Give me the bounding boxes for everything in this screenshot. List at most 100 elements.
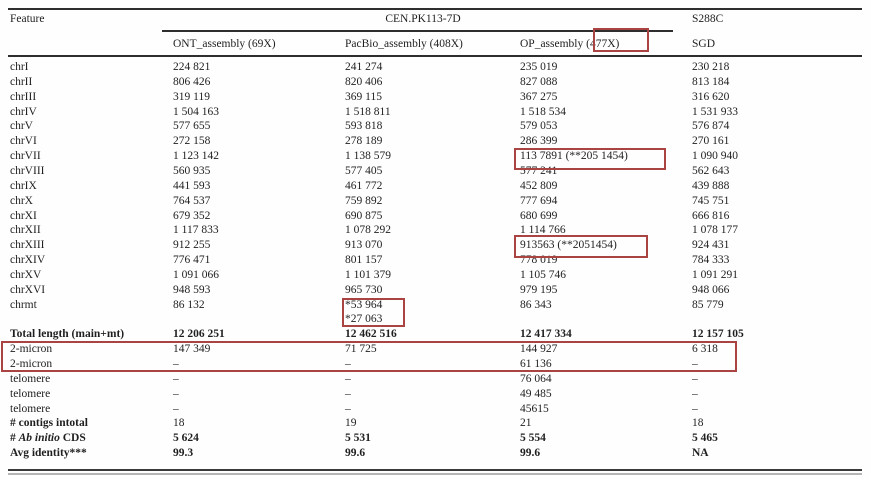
column-header-sgd: SGD (692, 38, 716, 50)
cell: 12 417 334 (520, 328, 572, 341)
row-label: chrVI (10, 135, 37, 148)
row-label: chrIV (10, 105, 37, 118)
cell: 113 7891 (**205 1454) (520, 150, 628, 163)
cell: 147 349 (173, 343, 211, 356)
cell: 86 343 (520, 298, 552, 311)
row-label: chrXII (10, 224, 41, 237)
cell: 61 136 (520, 358, 552, 370)
table-row: Total length (main+mt) 12 206 251 12 462 5… (0, 327, 871, 342)
cell: 777 694 (520, 194, 558, 207)
table-row: chrIV 1 504 163 1 518 811 1 518 534 1 531 93… (0, 105, 871, 120)
cell: 99.6 (520, 447, 541, 460)
cell: 86 132 (173, 298, 205, 311)
annotation-box-chrmt-pacbio (342, 298, 405, 327)
cell: 18 (173, 417, 185, 430)
cell: 12 462 516 (345, 328, 397, 341)
table-row: chrIII 319 119 369 115 367 275 316 620 (0, 90, 871, 105)
header-rule (8, 55, 862, 57)
cell: *53 964 (345, 298, 383, 311)
cell: 235 019 (520, 61, 558, 73)
table-row: chrXII 1 117 833 1 078 292 1 114 766 1 078 1… (0, 223, 871, 238)
cell: 820 406 (345, 75, 383, 88)
cell: 85 779 (692, 298, 724, 311)
row-label: chrI (10, 61, 29, 73)
cell: 230 218 (692, 61, 730, 73)
cell: – (345, 372, 351, 385)
annotation-box-chrvii-op (514, 148, 666, 170)
cell: 5 531 (345, 432, 371, 445)
cell: – (345, 402, 351, 415)
cell: 19 (345, 417, 357, 430)
cell: *27 063 (345, 313, 383, 326)
cell: 948 593 (173, 283, 211, 296)
cell: 1 123 142 (173, 150, 219, 163)
top-rule (8, 8, 862, 10)
cell: NA (692, 447, 709, 460)
cell: 579 053 (520, 120, 558, 133)
table-row: chrXI 679 352 690 875 680 699 666 816 (0, 209, 871, 224)
table-row: telomere – – 45615 – (0, 402, 871, 417)
cell: 764 537 (173, 194, 211, 207)
row-label: telomere (10, 402, 51, 415)
cell: 759 892 (345, 194, 383, 207)
row-label: chrXVI (10, 283, 46, 296)
cell: 560 935 (173, 164, 211, 177)
cell: 369 115 (345, 90, 382, 103)
cell: 1 090 940 (692, 150, 738, 163)
cell: 461 772 (345, 179, 383, 192)
cell: 577 655 (173, 120, 211, 133)
cell: 6 318 (692, 343, 718, 356)
row-label: chrVII (10, 150, 41, 163)
cell: 577 405 (345, 164, 383, 177)
cell: 912 255 (173, 239, 211, 252)
bottom-rule-shadow (8, 472, 862, 475)
bottom-rule (8, 469, 862, 471)
column-header-ont-assembly: ONT_assembly (69X) (173, 38, 276, 50)
table-row: 2-micron – – 61 136 – (0, 357, 871, 372)
cell: 562 643 (692, 164, 730, 177)
cell: – (173, 372, 179, 385)
cell: 827 088 (520, 75, 558, 88)
cell: 5 554 (520, 432, 546, 445)
row-label: Avg identity*** (10, 447, 87, 460)
cell: 71 725 (345, 343, 377, 356)
row-label: chrXIV (10, 254, 46, 267)
table-row: chrXIV 776 471 801 157 778 019 784 333 (0, 253, 871, 268)
cell: 1 101 379 (345, 268, 391, 281)
row-label: # contigs intotal (10, 417, 88, 430)
group-header-s288c: S288C (692, 13, 724, 25)
cell: 1 114 766 (520, 224, 566, 237)
cell: 1 091 291 (692, 268, 738, 281)
cell: 1 504 163 (173, 105, 219, 118)
row-label: # Ab initio CDS (10, 432, 86, 445)
row-label: chrIII (10, 90, 37, 103)
cell: 965 730 (345, 283, 383, 296)
table-body: chrI 224 821 241 274 235 019 230 218 chrII 806… (0, 60, 871, 462)
cell: 1 078 177 (692, 224, 738, 237)
table-row: chrVIII 560 935 577 405 577 241 562 643 (0, 164, 871, 179)
cell: 576 874 (692, 120, 730, 133)
table-row: # contigs intotal 18 19 21 18 (0, 416, 871, 431)
table-row: chrIX 441 593 461 772 452 809 439 888 (0, 179, 871, 194)
cell: 76 064 (520, 372, 552, 385)
cell: – (692, 402, 698, 415)
cell: 278 189 (345, 135, 383, 148)
row-label: chrVIII (10, 164, 45, 177)
cell: 5 465 (692, 432, 718, 445)
table-row: chrI 224 821 241 274 235 019 230 218 (0, 60, 871, 75)
cell: 272 158 (173, 135, 211, 148)
cell: 666 816 (692, 209, 730, 222)
cell: 745 751 (692, 194, 730, 207)
cell: 99.3 (173, 447, 194, 460)
row-label: chrIX (10, 179, 37, 192)
row-label: chrXV (10, 268, 42, 281)
cell: 680 699 (520, 209, 558, 222)
row-label: chrXI (10, 209, 37, 222)
cell: 776 471 (173, 254, 211, 267)
row-label: chrXIII (10, 239, 45, 252)
table-row: chrXVI 948 593 965 730 979 195 948 066 (0, 283, 871, 298)
row-label: chrX (10, 194, 33, 207)
cell: – (345, 358, 351, 370)
cell: 99.6 (345, 447, 366, 460)
